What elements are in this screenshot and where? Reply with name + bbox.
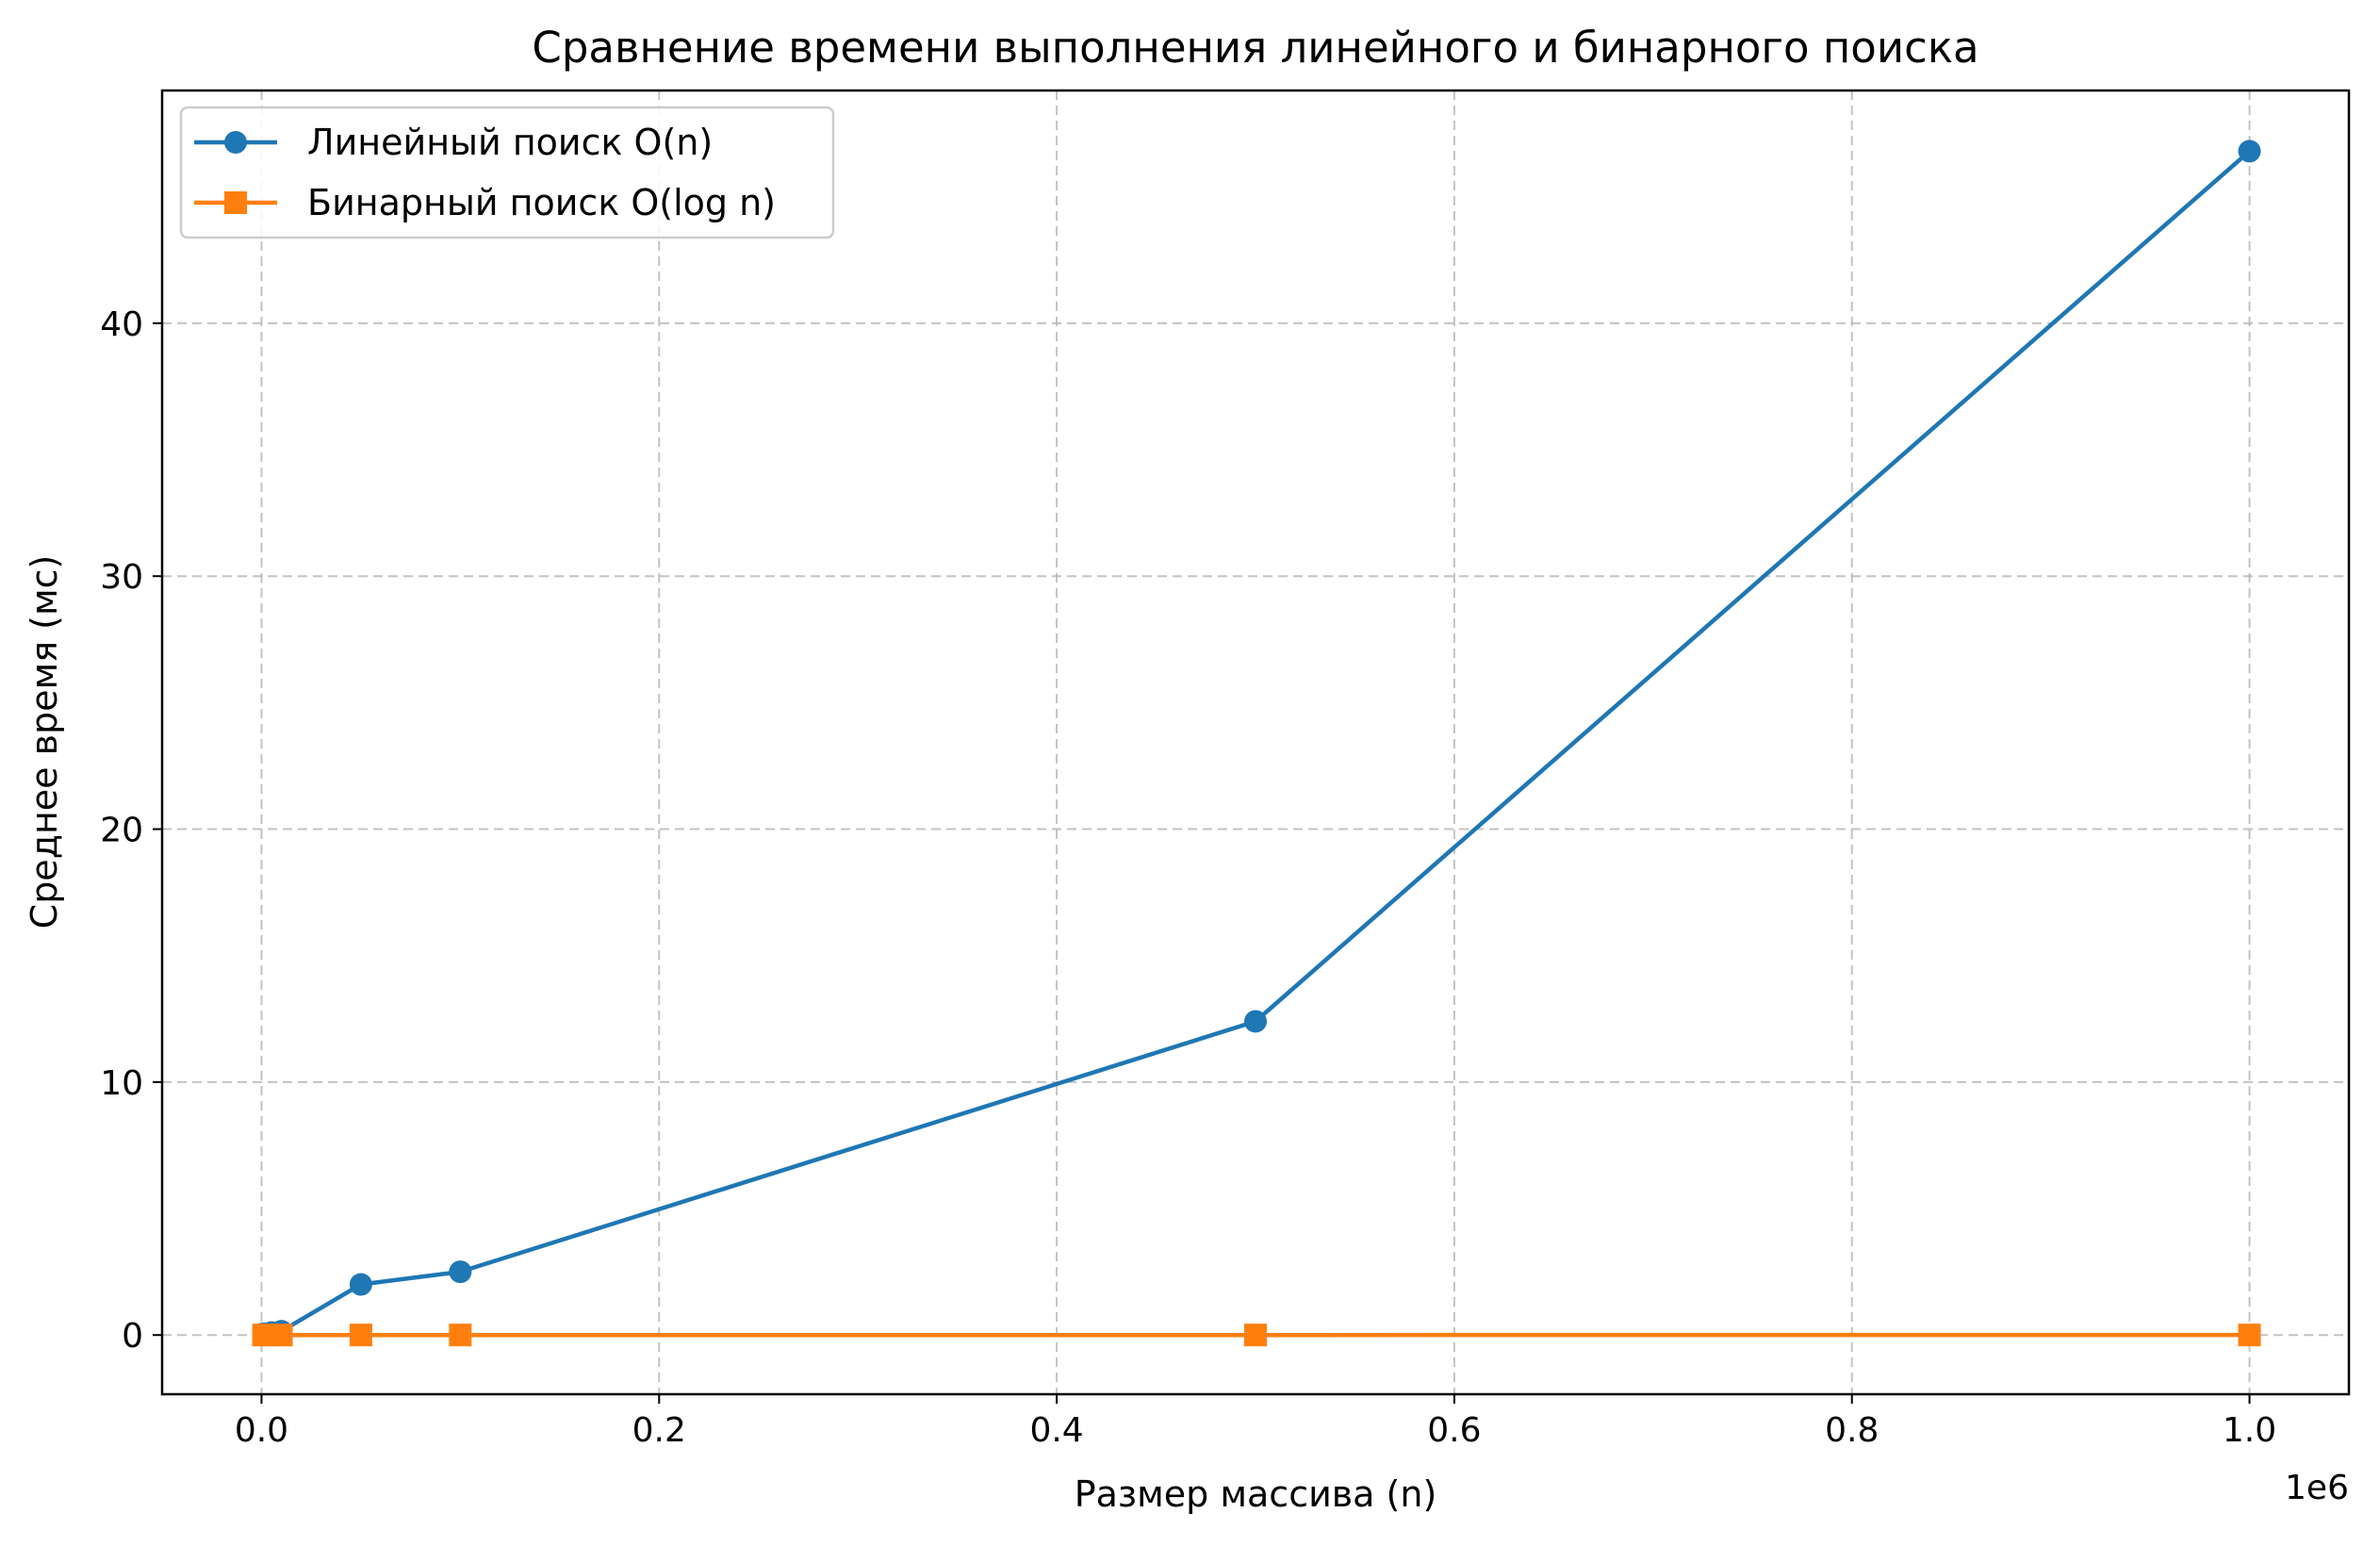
- x-tick-label: 0.4: [1029, 1411, 1083, 1450]
- y-tick-label: 30: [100, 558, 143, 597]
- legend-item-1: Линейный поиск O(n): [194, 122, 713, 163]
- series-layer: [252, 140, 2261, 1347]
- x-offset-label: 1e6: [2285, 1469, 2349, 1507]
- legend-label: Бинарный поиск O(log n): [307, 182, 776, 223]
- series-2: [252, 1324, 2261, 1347]
- y-tick-label: 40: [100, 305, 143, 344]
- x-tick-label: 0.0: [235, 1411, 288, 1450]
- legend-swatch-marker: [224, 191, 247, 214]
- legend-item-2: Бинарный поиск O(log n): [194, 182, 776, 223]
- x-tick-label: 0.8: [1825, 1411, 1879, 1450]
- legend-box: [179, 106, 835, 239]
- x-tick-label: 1.0: [2223, 1411, 2276, 1450]
- y-tick-label: 0: [122, 1317, 143, 1356]
- y-axis-label: Среднее время (мс): [24, 555, 65, 929]
- series-2-point: [449, 1324, 472, 1347]
- series-2-point: [349, 1324, 372, 1347]
- plot-frame: [160, 89, 2351, 1396]
- legend: Линейный поиск O(n) Бинарный поиск O(log …: [179, 106, 835, 239]
- y-tick-label: 10: [100, 1064, 143, 1103]
- legend-label: Линейный поиск O(n): [307, 122, 713, 163]
- y-tick-label: 20: [100, 812, 143, 850]
- series-1-point: [349, 1273, 372, 1296]
- ticks-layer: 0.0 0.2 0.4 0.6 0.8 1.0 0 10 20 30 40: [100, 305, 2276, 1450]
- x-tick-label: 0.6: [1427, 1411, 1481, 1450]
- series-2-point: [270, 1324, 293, 1347]
- series-2-point: [2238, 1324, 2261, 1347]
- x-axis-label: Размер массива (n): [1075, 1473, 1437, 1515]
- chart-title: Сравнение времени выполнения линейного и…: [532, 23, 1978, 73]
- legend-swatch-marker: [224, 131, 247, 154]
- x-tick-label: 0.2: [632, 1411, 686, 1450]
- series-1-point: [449, 1260, 472, 1284]
- series-1-point: [2238, 140, 2261, 163]
- grid-layer: [162, 90, 2349, 1394]
- series-1-point: [1244, 1010, 1267, 1033]
- series-2-point: [1244, 1324, 1267, 1347]
